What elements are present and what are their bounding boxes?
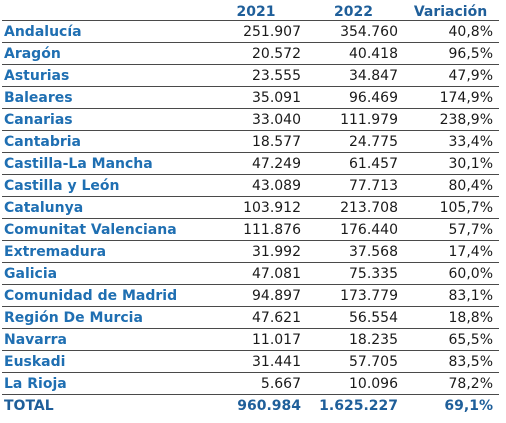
regional-data-table: 2021 2022 Variación Andalucía 251.907 35… — [2, 0, 499, 416]
region-name: Navarra — [2, 328, 207, 351]
variation-value: 30,1% — [402, 152, 499, 175]
table-body: Andalucía 251.907 354.760 40,8% Aragón 2… — [2, 20, 499, 417]
header-row: 2021 2022 Variación — [2, 0, 499, 21]
value-2021: 47.081 — [207, 262, 305, 285]
region-name: Castilla-La Mancha — [2, 152, 207, 175]
table-row: La Rioja 5.667 10.096 78,2% — [2, 372, 499, 395]
table-row: Aragón 20.572 40.418 96,5% — [2, 42, 499, 65]
table-row: Castilla y León 43.089 77.713 80,4% — [2, 174, 499, 197]
region-name: Extremadura — [2, 240, 207, 263]
value-2022: 173.779 — [305, 284, 402, 307]
value-2021: 20.572 — [207, 42, 305, 65]
variation-value: 83,5% — [402, 350, 499, 373]
value-2022: 176.440 — [305, 218, 402, 241]
header-region — [2, 0, 207, 21]
region-name: Galicia — [2, 262, 207, 285]
value-2021: 31.992 — [207, 240, 305, 263]
value-2021: 94.897 — [207, 284, 305, 307]
region-name: Catalunya — [2, 196, 207, 219]
total-variation: 69,1% — [444, 397, 493, 414]
total-2021: 960.984 — [237, 397, 301, 414]
value-2022: 57.705 — [305, 350, 402, 373]
total-label: TOTAL — [4, 397, 54, 414]
value-2022: 75.335 — [305, 262, 402, 285]
variation-value: 105,7% — [402, 196, 499, 219]
region-name: Cantabria — [2, 130, 207, 153]
value-2021: 47.249 — [207, 152, 305, 175]
region-name: Euskadi — [2, 350, 207, 373]
region-name: Baleares — [2, 86, 207, 109]
region-name: Comunidad de Madrid — [2, 284, 207, 307]
variation-value: 174,9% — [402, 86, 499, 109]
value-2022: 10.096 — [305, 372, 402, 395]
value-2022: 61.457 — [305, 152, 402, 175]
value-2021: 43.089 — [207, 174, 305, 197]
header-variation: Variación — [402, 0, 499, 21]
variation-value: 65,5% — [402, 328, 499, 351]
region-name: Región De Murcia — [2, 306, 207, 329]
variation-value: 33,4% — [402, 130, 499, 153]
table-row: Cantabria 18.577 24.775 33,4% — [2, 130, 499, 153]
variation-value: 47,9% — [402, 64, 499, 87]
table-row: Euskadi 31.441 57.705 83,5% — [2, 350, 499, 373]
table-row: Comunitat Valenciana 111.876 176.440 57,… — [2, 218, 499, 241]
table-row: Galicia 47.081 75.335 60,0% — [2, 262, 499, 285]
value-2022: 96.469 — [305, 86, 402, 109]
variation-value: 60,0% — [402, 262, 499, 285]
header-2022: 2022 — [305, 0, 402, 21]
total-row: TOTAL 960.984 1.625.227 69,1% — [2, 395, 499, 417]
variation-value: 17,4% — [402, 240, 499, 263]
value-2022: 34.847 — [305, 64, 402, 87]
table-row: Canarias 33.040 111.979 238,9% — [2, 108, 499, 131]
region-name: Castilla y León — [2, 174, 207, 197]
variation-value: 78,2% — [402, 372, 499, 395]
variation-value: 40,8% — [402, 20, 499, 43]
value-2022: 213.708 — [305, 196, 402, 219]
value-2021: 11.017 — [207, 328, 305, 351]
table-row: Catalunya 103.912 213.708 105,7% — [2, 196, 499, 219]
region-name: La Rioja — [2, 372, 207, 395]
value-2021: 31.441 — [207, 350, 305, 373]
variation-value: 238,9% — [402, 108, 499, 131]
variation-value: 18,8% — [402, 306, 499, 329]
variation-value: 83,1% — [402, 284, 499, 307]
table-row: Navarra 11.017 18.235 65,5% — [2, 328, 499, 351]
value-2021: 251.907 — [207, 20, 305, 43]
region-name: Comunitat Valenciana — [2, 218, 207, 241]
variation-value: 57,7% — [402, 218, 499, 241]
value-2022: 111.979 — [305, 108, 402, 131]
value-2022: 56.554 — [305, 306, 402, 329]
value-2021: 111.876 — [207, 218, 305, 241]
region-name: Asturias — [2, 64, 207, 87]
variation-value: 80,4% — [402, 174, 499, 197]
table-container: 2021 2022 Variación Andalucía 251.907 35… — [2, 0, 499, 416]
table-row: Extremadura 31.992 37.568 17,4% — [2, 240, 499, 263]
table-row: Castilla-La Mancha 47.249 61.457 30,1% — [2, 152, 499, 175]
value-2022: 24.775 — [305, 130, 402, 153]
value-2022: 40.418 — [305, 42, 402, 65]
value-2021: 35.091 — [207, 86, 305, 109]
value-2022: 18.235 — [305, 328, 402, 351]
table-row: Baleares 35.091 96.469 174,9% — [2, 86, 499, 109]
region-name: Canarias — [2, 108, 207, 131]
value-2021: 5.667 — [207, 372, 305, 395]
value-2022: 77.713 — [305, 174, 402, 197]
region-name: Aragón — [2, 42, 207, 65]
region-name: Andalucía — [2, 20, 207, 43]
value-2021: 18.577 — [207, 130, 305, 153]
table-row: Comunidad de Madrid 94.897 173.779 83,1% — [2, 284, 499, 307]
table-row: Andalucía 251.907 354.760 40,8% — [2, 20, 499, 43]
table-row: Asturias 23.555 34.847 47,9% — [2, 64, 499, 87]
value-2021: 103.912 — [207, 196, 305, 219]
variation-value: 96,5% — [402, 42, 499, 65]
value-2021: 33.040 — [207, 108, 305, 131]
table-row: Región De Murcia 47.621 56.554 18,8% — [2, 306, 499, 329]
value-2022: 354.760 — [305, 20, 402, 43]
value-2022: 37.568 — [305, 240, 402, 263]
value-2021: 47.621 — [207, 306, 305, 329]
header-2021: 2021 — [207, 0, 305, 21]
value-2021: 23.555 — [207, 64, 305, 87]
total-2022: 1.625.227 — [319, 397, 398, 414]
